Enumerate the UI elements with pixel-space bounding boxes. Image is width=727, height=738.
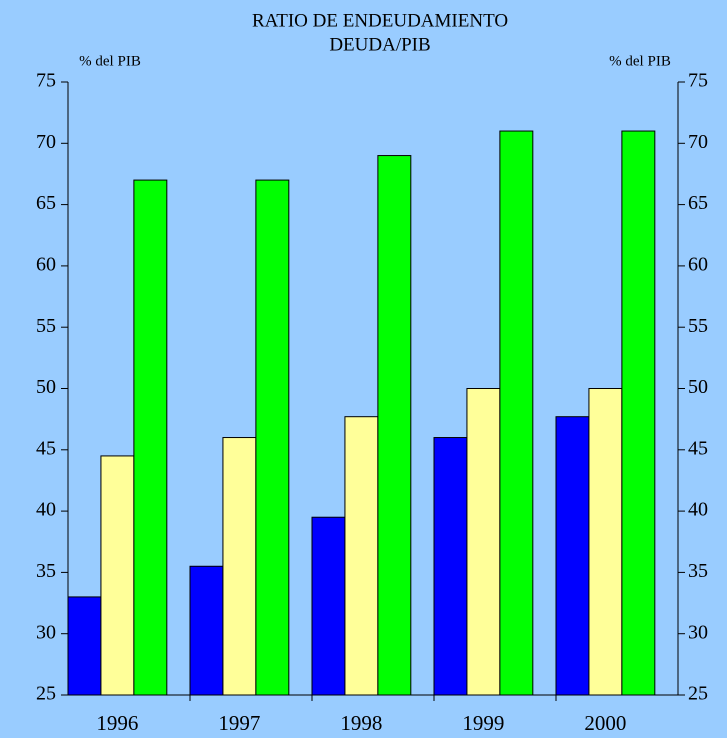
x-tick-label: 1998: [340, 711, 382, 735]
y-axis-label: % del PIB: [79, 53, 141, 69]
y-tick-label: 35: [36, 560, 56, 582]
bar: [133, 179, 168, 696]
bar: [222, 437, 257, 696]
y2-tick-label: 25: [688, 683, 708, 705]
y-tick-label: 25: [36, 683, 56, 705]
y-tick-label: 30: [36, 621, 56, 643]
x-tick-label: 2000: [584, 711, 626, 735]
bar: [311, 516, 346, 696]
bar: [433, 437, 468, 696]
bar: [100, 455, 135, 696]
y-tick-label: 55: [36, 315, 56, 337]
bar: [555, 416, 590, 696]
y-tick-label: 45: [36, 437, 56, 459]
y2-tick-label: 60: [688, 253, 708, 275]
y-tick-label: 60: [36, 253, 56, 275]
bar: [621, 130, 656, 696]
y-tick-label: 65: [36, 192, 56, 214]
chart-subtitle: DEUDA/PIB: [329, 34, 430, 55]
x-tick-label: 1999: [462, 711, 504, 735]
bar: [255, 179, 290, 696]
y-tick-label: 50: [36, 376, 56, 398]
y2-axis-label: % del PIB: [609, 53, 671, 69]
y-tick-label: 70: [36, 131, 56, 153]
bar: [67, 596, 102, 696]
chart-title: RATIO DE ENDEUDAMIENTO: [252, 10, 508, 31]
y2-tick-label: 40: [688, 499, 708, 521]
bar: [466, 388, 501, 696]
y2-tick-label: 35: [688, 560, 708, 582]
bar: [499, 130, 534, 696]
bar: [377, 155, 412, 696]
bar: [588, 388, 623, 696]
bar: [344, 416, 379, 696]
y2-tick-label: 70: [688, 131, 708, 153]
x-tick-label: 1997: [218, 711, 260, 735]
x-tick-label: 1996: [96, 711, 138, 735]
y2-tick-label: 55: [688, 315, 708, 337]
bar: [189, 565, 224, 696]
y2-tick-label: 65: [688, 192, 708, 214]
y2-tick-label: 45: [688, 437, 708, 459]
y2-tick-label: 75: [688, 70, 708, 92]
y2-tick-label: 50: [688, 376, 708, 398]
y-tick-label: 40: [36, 499, 56, 521]
y2-tick-label: 30: [688, 621, 708, 643]
y-tick-label: 75: [36, 70, 56, 92]
